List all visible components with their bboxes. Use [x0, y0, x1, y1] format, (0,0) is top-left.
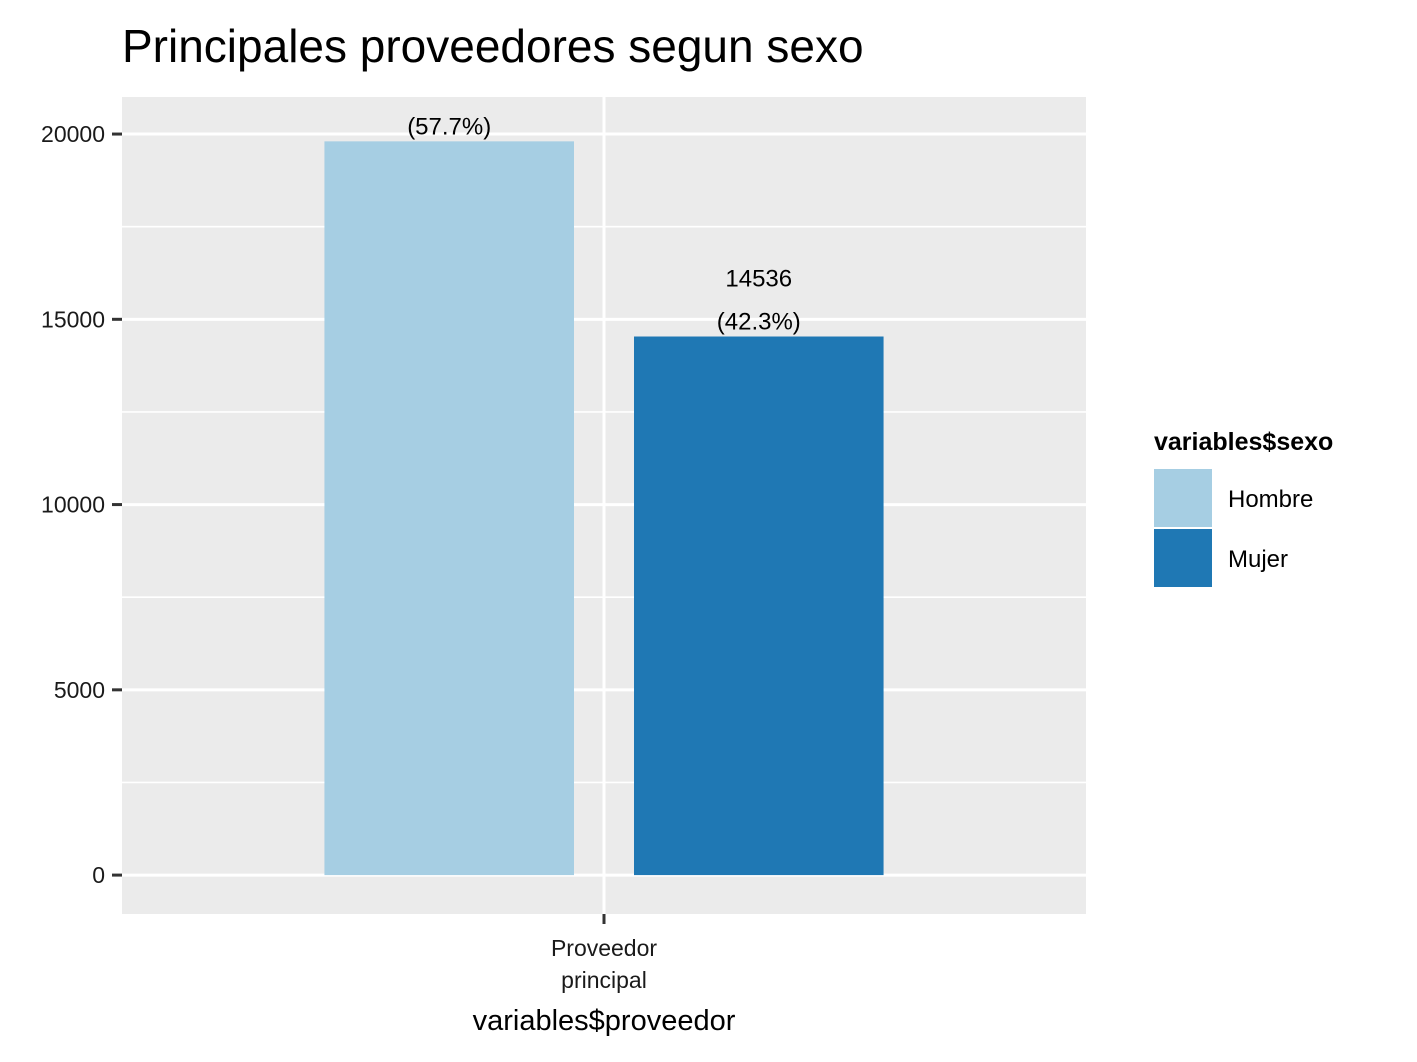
y-tick-label: 5000 — [54, 677, 105, 703]
legend-items: Hombre Mujer — [1154, 469, 1313, 587]
data-label-value-mujer: 14536 — [725, 266, 792, 293]
data-label-pct-hombre: (57.7%) — [407, 113, 491, 140]
data-labels: (57.7%) (42.3%) 14536 — [407, 113, 801, 335]
y-axis: 0 5000 10000 15000 20000 — [41, 121, 122, 888]
grid-lines — [122, 97, 1086, 914]
x-axis-title: variables$proveedor — [473, 1005, 736, 1037]
legend: variables$sexo Hombre Mujer — [1154, 428, 1333, 587]
bars — [324, 141, 884, 876]
bar-hombre — [324, 141, 574, 876]
legend-key-mujer — [1154, 529, 1212, 587]
legend-label-mujer: Mujer — [1228, 546, 1288, 573]
y-tick-label: 15000 — [41, 306, 105, 332]
legend-key-hombre — [1154, 469, 1212, 527]
x-tick-label: Proveedor principal — [551, 935, 657, 993]
y-tick-label: 0 — [92, 862, 105, 888]
legend-title: variables$sexo — [1154, 428, 1333, 456]
data-label-pct-mujer: (42.3%) — [717, 309, 801, 336]
bar-mujer — [634, 336, 884, 876]
chart-title: Principales proveedores segun sexo — [122, 20, 864, 72]
x-axis: Proveedor principal — [551, 914, 657, 993]
y-tick-label: 20000 — [41, 121, 105, 147]
y-tick-label: 10000 — [41, 492, 105, 518]
legend-label-hombre: Hombre — [1228, 486, 1313, 513]
